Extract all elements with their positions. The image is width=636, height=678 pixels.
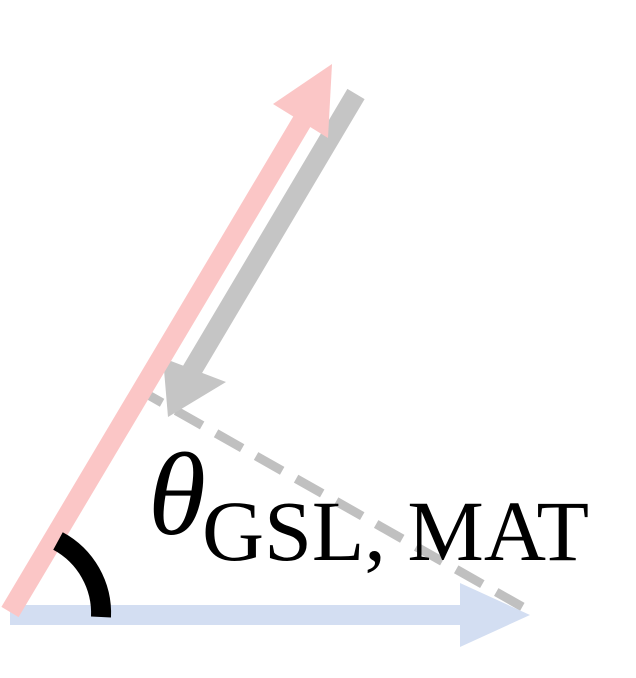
angle-arc [52, 532, 112, 618]
theta-symbol: θ [148, 429, 206, 560]
angle-label: θGSL, MAT [148, 436, 589, 575]
angle-subscript: GSL, MAT [201, 483, 590, 579]
projection-dashed-line [133, 384, 531, 614]
blue-horizontal-arrow [10, 583, 530, 647]
gray-diagonal-arrow [163, 88, 365, 417]
red-diagonal-arrow [1, 64, 332, 618]
